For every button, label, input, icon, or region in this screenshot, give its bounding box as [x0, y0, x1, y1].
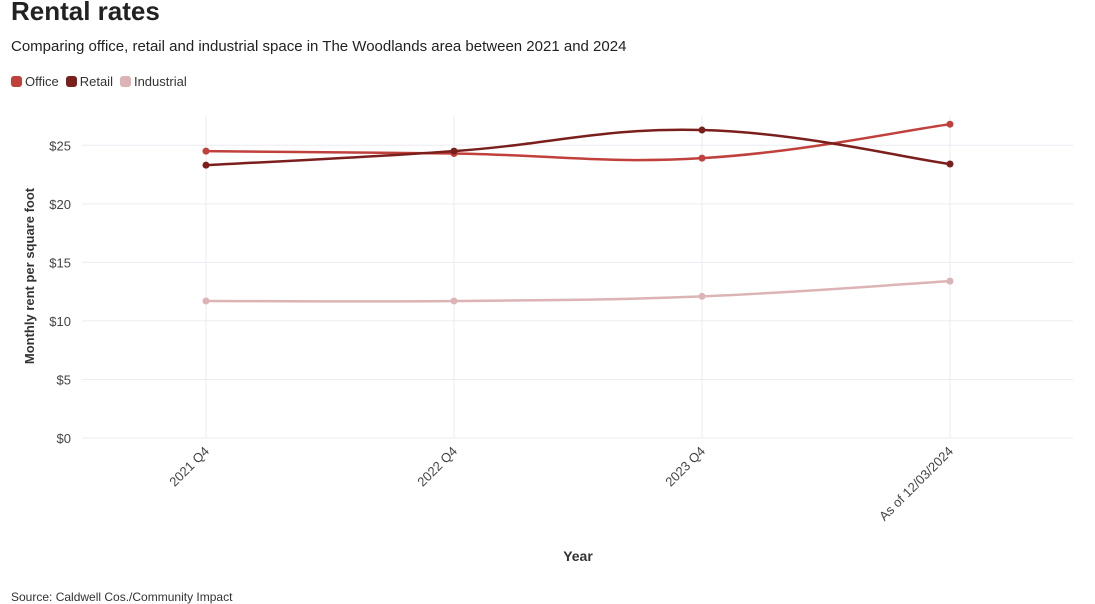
- x-tick-label: 2021 Q4: [166, 444, 212, 490]
- data-point-retail[interactable]: [450, 147, 458, 155]
- data-point-office[interactable]: [202, 147, 210, 155]
- source-note: Source: Caldwell Cos./Community Impact: [11, 590, 233, 604]
- legend-label-retail: Retail: [79, 74, 113, 89]
- series-layer: [202, 120, 954, 305]
- series-line-retail[interactable]: [204, 128, 952, 167]
- legend-swatch-industrial: [119, 76, 131, 87]
- legend-swatch-office: [11, 76, 22, 87]
- y-tick-label: $20: [49, 197, 71, 212]
- legend-item-industrial[interactable]: Industrial: [119, 74, 187, 89]
- legend-item-office[interactable]: Office: [11, 74, 59, 89]
- chart-title: Rental rates: [11, 0, 160, 26]
- chart-subtitle: Comparing office, retail and industrial …: [11, 38, 627, 55]
- data-point-industrial[interactable]: [698, 292, 706, 300]
- y-tick-label: $5: [57, 372, 71, 387]
- data-point-industrial[interactable]: [450, 297, 458, 305]
- legend-label-industrial: Industrial: [133, 74, 187, 89]
- data-point-retail[interactable]: [698, 126, 706, 134]
- legend-item-retail[interactable]: Retail: [65, 74, 113, 89]
- x-axis-title: Year: [563, 548, 593, 564]
- data-point-office[interactable]: [946, 120, 954, 128]
- data-point-retail[interactable]: [202, 161, 210, 169]
- data-point-office[interactable]: [698, 154, 706, 162]
- legend-label-office: Office: [25, 74, 59, 89]
- y-tick-label: $0: [57, 431, 71, 446]
- data-point-industrial[interactable]: [946, 277, 954, 285]
- grid-layer: [82, 116, 1073, 439]
- x-tick-label: 2023 Q4: [662, 444, 708, 490]
- legend: Office Retail Industrial: [11, 74, 187, 89]
- axis-layer: Year Monthly rent per square foot $0 $5 $1…: [22, 138, 956, 564]
- y-tick-label: $10: [49, 314, 71, 329]
- x-tick-label: As of 12/03/2024: [876, 444, 956, 524]
- x-tick-label: 2022 Q4: [414, 444, 460, 490]
- data-point-industrial[interactable]: [202, 297, 210, 305]
- data-point-retail[interactable]: [946, 160, 954, 168]
- legend-swatch-retail: [65, 76, 77, 87]
- series-line-industrial[interactable]: [204, 279, 952, 303]
- series-line-office[interactable]: [204, 122, 952, 162]
- y-tick-label: $25: [49, 138, 71, 153]
- y-tick-label: $15: [49, 255, 71, 270]
- y-axis-title: Monthly rent per square foot: [22, 187, 37, 364]
